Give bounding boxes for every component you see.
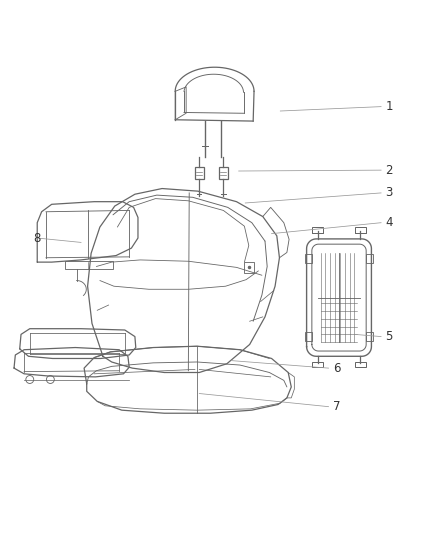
- Text: 5: 5: [385, 330, 393, 343]
- Bar: [244, 262, 254, 273]
- Bar: [366, 332, 373, 341]
- Text: 7: 7: [333, 400, 340, 413]
- Text: 8: 8: [33, 231, 40, 245]
- Bar: [305, 254, 312, 263]
- Text: 6: 6: [333, 361, 340, 375]
- Bar: [219, 167, 228, 179]
- Bar: [312, 227, 323, 233]
- Text: 1: 1: [385, 100, 393, 113]
- Bar: [355, 362, 366, 367]
- Bar: [195, 167, 204, 179]
- Text: 2: 2: [385, 164, 393, 176]
- Bar: [305, 332, 312, 341]
- Text: 3: 3: [385, 187, 393, 199]
- Bar: [65, 261, 113, 269]
- Bar: [355, 227, 366, 233]
- Text: 4: 4: [385, 216, 393, 229]
- Bar: [312, 362, 323, 367]
- Bar: [366, 254, 373, 263]
